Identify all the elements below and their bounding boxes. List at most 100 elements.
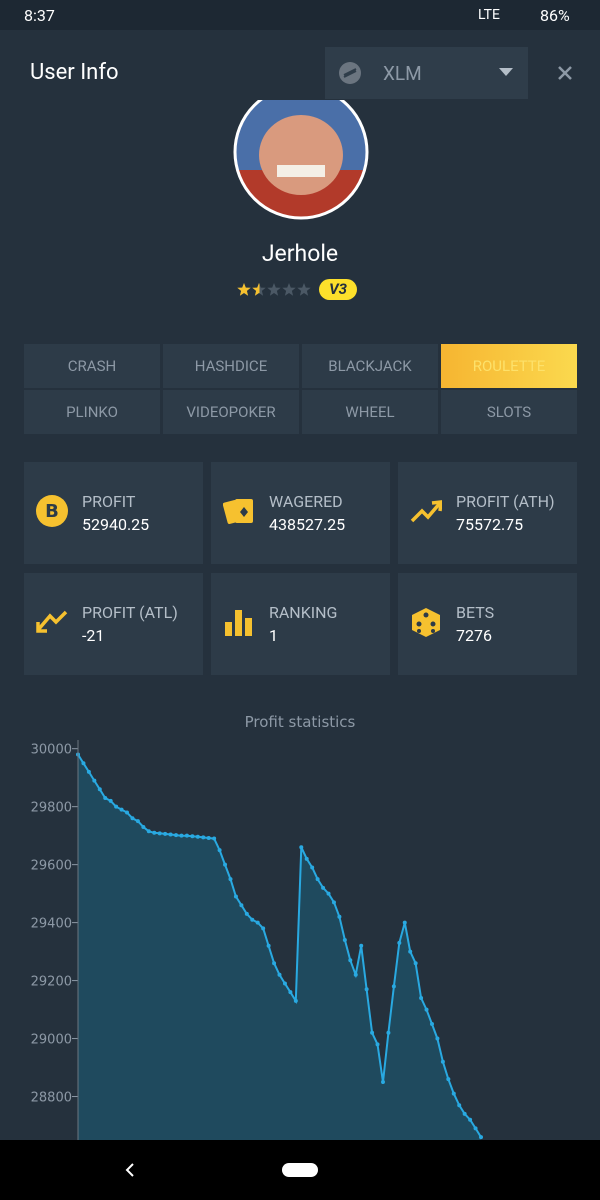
y-tick-label: 29600 — [31, 859, 72, 874]
vip-badge: V3 — [319, 279, 357, 300]
chart-title: Profit statistics — [245, 713, 356, 731]
point — [206, 835, 211, 840]
point — [114, 804, 119, 809]
point — [353, 972, 358, 977]
point — [163, 831, 168, 836]
home-button[interactable] — [282, 1163, 318, 1177]
point — [397, 940, 402, 945]
stat-icon — [412, 608, 440, 637]
game-tab[interactable]: ROULETTE — [441, 344, 577, 388]
point — [413, 961, 418, 966]
point — [261, 926, 266, 931]
close-button[interactable] — [558, 66, 572, 80]
point — [168, 832, 173, 837]
stat-label: WAGERED — [269, 492, 343, 511]
chart: Profit statistics 28800 29000 29200 29400 29… — [31, 713, 483, 1140]
point — [473, 1126, 478, 1131]
game-tab[interactable]: BLACKJACK — [302, 344, 438, 388]
point — [146, 829, 151, 834]
point — [97, 787, 102, 792]
point — [342, 938, 347, 942]
point — [217, 848, 222, 853]
stat-card: RANKING 1 — [211, 573, 390, 675]
point — [429, 1022, 434, 1027]
nav-bar — [0, 1140, 600, 1200]
y-tick-label: 29000 — [31, 1033, 72, 1048]
point — [304, 856, 309, 861]
game-tab[interactable]: HASHDICE — [163, 344, 299, 388]
point — [141, 824, 146, 829]
point — [233, 894, 238, 899]
stat-card: PROFIT (ATL) -21 — [24, 573, 203, 675]
stat-card: BETS 7276 — [398, 573, 577, 675]
point — [125, 810, 130, 815]
dropdown-arrow — [499, 68, 513, 76]
point — [244, 911, 249, 916]
point — [255, 920, 260, 925]
currency-icon — [339, 62, 361, 84]
point — [435, 1036, 440, 1041]
stat-icon — [225, 610, 252, 636]
point — [391, 984, 396, 989]
point — [337, 914, 342, 919]
back-button[interactable] — [124, 1162, 136, 1178]
icon-part — [431, 629, 435, 633]
point — [239, 903, 244, 908]
point — [310, 865, 315, 870]
point — [331, 900, 336, 905]
point — [212, 836, 217, 841]
point — [266, 943, 271, 948]
point — [288, 990, 293, 995]
point — [174, 833, 179, 838]
stat-icon: B — [36, 495, 68, 527]
status-bar: 8:37 LTE 86% — [0, 0, 600, 30]
point — [359, 943, 364, 948]
point — [386, 1030, 391, 1035]
game-tab[interactable]: PLINKO — [24, 390, 160, 434]
icon-part — [36, 495, 68, 527]
game-tab[interactable]: VIDEOPOKER — [163, 390, 299, 434]
y-tick-label: 28800 — [31, 1091, 72, 1106]
currency-select[interactable]: XLM — [325, 47, 528, 99]
game-tab[interactable]: CRASH — [24, 344, 160, 388]
currency: XLM — [383, 62, 422, 85]
star — [267, 283, 281, 296]
game-tab[interactable]: SLOTS — [441, 390, 577, 434]
point — [446, 1077, 451, 1082]
icon-part: B — [45, 501, 59, 522]
header-title: User Info — [30, 60, 119, 85]
game-tab[interactable]: WHEEL — [302, 390, 438, 434]
point — [92, 778, 97, 783]
point — [179, 833, 184, 838]
stat-label: PROFIT — [82, 492, 136, 511]
point — [440, 1059, 445, 1064]
point — [250, 917, 255, 922]
point — [201, 835, 206, 840]
point — [457, 1103, 462, 1108]
stat-card: B PROFIT 52940.25 — [24, 462, 203, 564]
stat-label: PROFIT (ATL) — [82, 603, 178, 622]
point — [370, 1030, 375, 1035]
stat-label: PROFIT (ATH) — [456, 492, 555, 511]
stat-value: 75572.75 — [456, 515, 524, 534]
icon-part — [410, 501, 442, 523]
stat-value: 1 — [269, 626, 278, 645]
point — [315, 877, 320, 882]
point — [190, 834, 195, 839]
stat-icon — [223, 499, 253, 524]
point — [135, 819, 140, 824]
point — [364, 987, 369, 992]
stat-label: RANKING — [269, 603, 338, 622]
point — [326, 891, 331, 896]
star — [297, 283, 311, 296]
icon-part — [235, 610, 242, 636]
icon-part — [423, 612, 429, 618]
point — [130, 816, 135, 821]
point — [299, 845, 304, 850]
username: Jerhole — [261, 240, 339, 267]
point — [348, 958, 353, 963]
battery: 86% — [540, 6, 570, 25]
point — [402, 920, 407, 925]
point — [108, 798, 113, 803]
stat-icon — [36, 610, 68, 633]
